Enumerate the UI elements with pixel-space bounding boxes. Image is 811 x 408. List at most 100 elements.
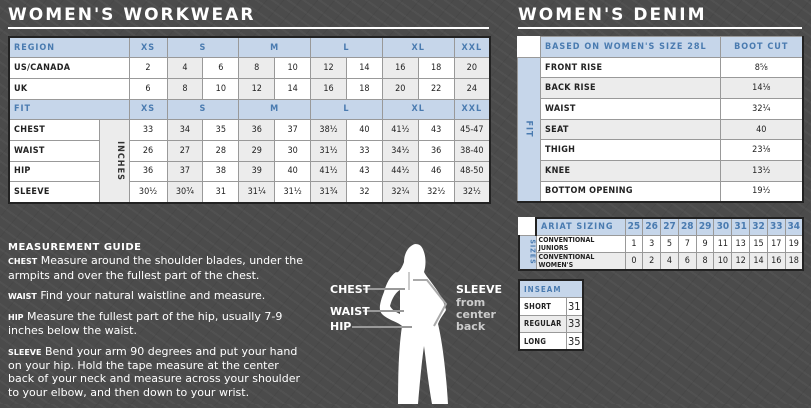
table-cell: 38½ <box>310 119 347 141</box>
denim-title: WOMEN'S DENIM <box>518 5 707 25</box>
table-cell: 12 <box>238 77 276 100</box>
size-header: XL <box>381 36 455 59</box>
header-label: FIT <box>8 98 130 121</box>
table-cell: 31½ <box>274 181 312 203</box>
figure-chest-label: CHEST <box>330 283 371 296</box>
fit-text: FIT <box>523 120 534 138</box>
table-row: FIT FRONT RISE 8⅝ <box>517 56 803 203</box>
table-cell: 1 <box>624 234 644 253</box>
row-label: REGULAR <box>518 314 567 333</box>
table-cell: 0 <box>624 251 644 270</box>
table-cell: 15 <box>749 234 768 253</box>
size-header: 27 <box>660 217 679 236</box>
header-label: REGION <box>8 36 130 59</box>
header-row: BASED ON WOMEN'S SIZE 28L BOOT CUT <box>518 36 803 58</box>
table-cell: 5 <box>660 234 679 253</box>
table-row: WAIST 32¼ <box>518 98 803 120</box>
table-cell: 32 <box>345 181 383 203</box>
table-cell: 30½ <box>128 181 168 203</box>
denim-fit-table: BASED ON WOMEN'S SIZE 28L BOOT CUT FIT FRON… <box>517 36 804 203</box>
fit-label: FIT <box>517 56 541 203</box>
table-cell: 31 <box>565 297 584 316</box>
guide-waist: WAIST Find your natural waistline and me… <box>8 288 266 302</box>
woman-silhouette-icon <box>352 244 448 404</box>
table-cell: 7 <box>677 234 697 253</box>
header-row: INSEAM <box>518 279 584 298</box>
table-cell: 20 <box>453 57 491 79</box>
corner-cell <box>519 218 536 235</box>
size-header: 33 <box>766 217 786 236</box>
table-cell: 19½ <box>720 180 803 203</box>
table-cell: 6 <box>202 57 240 79</box>
table-cell: 33 <box>345 139 383 162</box>
table-cell: 4 <box>660 251 679 270</box>
table-cell: 8 <box>238 57 276 79</box>
table-cell: 32¼ <box>381 181 419 203</box>
size-header: 25 <box>624 217 644 236</box>
table-cell: 43 <box>417 119 455 141</box>
table-cell: 41½ <box>310 160 347 183</box>
table-row: KNEE 13½ <box>518 160 803 182</box>
size-header: L <box>310 98 383 121</box>
table-cell: 44½ <box>381 160 419 183</box>
table-cell: 33 <box>128 119 168 141</box>
table-cell: 41½ <box>381 119 419 141</box>
table-cell: 31½ <box>310 139 347 162</box>
table-cell: 34 <box>166 119 204 141</box>
table-row: THIGH 23⅛ <box>518 139 803 162</box>
size-header: 29 <box>695 217 715 236</box>
table-cell: 14 <box>749 251 768 270</box>
table-row: BOTTOM OPENING 19½ <box>518 180 803 203</box>
table-cell: 37 <box>274 119 312 141</box>
table-row: US/CANADA 2 4 6 8 10 12 14 16 18 20 <box>8 57 491 79</box>
table-cell: 27 <box>166 139 204 162</box>
table-cell: 37 <box>166 160 204 183</box>
size-header: S <box>166 98 240 121</box>
table-cell: 18 <box>784 251 804 270</box>
figure-sleeve-note: from center back <box>456 296 496 333</box>
row-label: WAIST <box>8 139 100 162</box>
table-cell: 3 <box>642 234 662 253</box>
sizes-label: SIZES <box>518 234 537 270</box>
table-cell: 2 <box>128 57 168 79</box>
figure-waist-label: WAIST <box>330 305 370 318</box>
table-cell: 11 <box>713 234 733 253</box>
table-cell: 19 <box>784 234 804 253</box>
guide-hip: HIP Measure the fullest part of the hip,… <box>8 310 283 338</box>
table-row: CHEST INCHES 33 34 35 36 37 38½ 40 41½ 43 45-47 <box>8 119 491 203</box>
size-header: M <box>238 98 312 121</box>
size-header: 28 <box>677 217 697 236</box>
measurement-figure: CHEST WAIST HIP SLEEVE from center back <box>320 210 510 408</box>
row-label: BACK RISE <box>540 77 721 100</box>
table-cell: 38-40 <box>453 139 491 162</box>
table-cell: 10 <box>713 251 733 270</box>
table-row: SLEEVE 30½ 30¾ 31 31¼ 31½ 31¾ 32 32¼ 32½ 32½ <box>8 181 491 203</box>
row-label: US/CANADA <box>8 57 130 79</box>
row-label: CHEST <box>8 119 100 141</box>
table-row: BACK RISE 14⅛ <box>518 77 803 100</box>
inseam-table: INSEAM SHORT 31 REGULAR 33 LONG 35 <box>518 279 585 351</box>
table-row: SEAT 40 <box>518 118 803 141</box>
table-row: SIZES CONVENTIONAL JUNIORS 1 3 5 7 9 11 13 15 17 19 <box>518 234 804 270</box>
workwear-title: WOMEN'S WORKWEAR <box>8 5 256 25</box>
table-cell: 4 <box>166 57 204 79</box>
sizes-text: SIZES <box>528 239 537 265</box>
row-label: BOTTOM OPENING <box>540 180 721 203</box>
header-label: ARIAT SIZING <box>535 217 626 236</box>
table-cell: 36 <box>417 139 455 162</box>
table-row: UK 6 8 10 12 14 16 18 20 22 24 <box>8 77 491 100</box>
table-row: WAIST 26 27 28 29 30 31½ 33 34½ 36 38-40 <box>8 139 491 162</box>
table-cell: 35 <box>565 332 584 351</box>
table-cell: 32¼ <box>720 98 803 120</box>
row-label: WAIST <box>540 98 721 120</box>
guide-sleeve: SLEEVE Bend your arm 90 degrees and put … <box>8 344 301 399</box>
row-label: FRONT RISE <box>540 56 721 79</box>
table-cell: 40 <box>720 118 803 141</box>
table-row: REGULAR 33 <box>518 314 584 333</box>
guide-title: MEASUREMENT GUIDE <box>8 242 142 253</box>
table-cell: 36 <box>238 119 276 141</box>
table-cell: 23⅛ <box>720 139 803 162</box>
size-header: XXL <box>453 98 491 121</box>
table-row: LONG 35 <box>518 332 584 351</box>
workwear-size-table: REGION XS S M L XL XXL US/CANADA 2 4 6 8 10 12 14 16 18 2… <box>8 36 492 204</box>
